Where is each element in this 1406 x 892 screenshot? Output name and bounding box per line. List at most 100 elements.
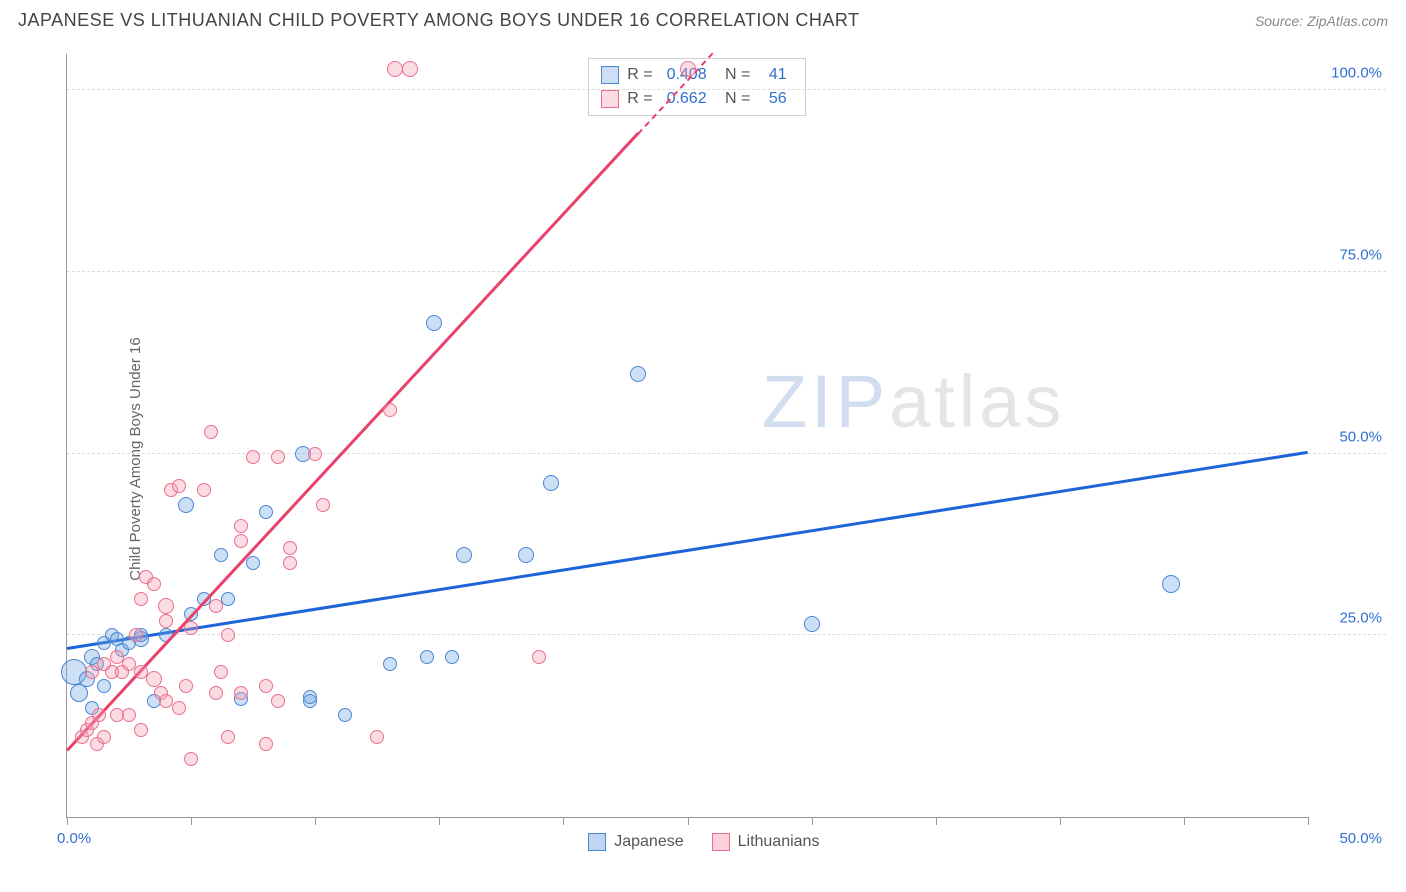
data-point — [204, 425, 218, 439]
x-tick — [1308, 817, 1309, 825]
gridline — [67, 453, 1386, 454]
data-point — [97, 679, 111, 693]
data-point — [308, 447, 322, 461]
data-point — [680, 61, 696, 77]
legend-row: R = 0.662 N = 56 — [601, 87, 792, 111]
data-point — [97, 730, 111, 744]
data-point — [214, 665, 228, 679]
trend-line — [66, 132, 639, 751]
data-point — [92, 708, 106, 722]
data-point — [804, 616, 820, 632]
x-tick — [1060, 817, 1061, 825]
data-point — [221, 628, 235, 642]
data-point — [184, 752, 198, 766]
x-tick — [812, 817, 813, 825]
data-point — [122, 708, 136, 722]
data-point — [630, 366, 646, 382]
legend-r-label: R = — [627, 63, 652, 87]
data-point — [234, 519, 248, 533]
data-point — [518, 547, 534, 563]
data-point — [370, 730, 384, 744]
data-point — [387, 61, 403, 77]
legend-r-value: 0.662 — [667, 87, 707, 111]
data-point — [246, 556, 260, 570]
legend-label: Japanese — [614, 833, 683, 851]
legend-item: Japanese — [588, 833, 683, 851]
data-point — [179, 679, 193, 693]
data-point — [259, 679, 273, 693]
data-point — [383, 403, 397, 417]
data-point — [214, 548, 228, 562]
legend-n-value: 56 — [764, 87, 786, 111]
data-point — [456, 547, 472, 563]
y-tick-label: 100.0% — [1331, 65, 1382, 82]
data-point — [172, 701, 186, 715]
legend-n-label: N = — [721, 87, 751, 111]
data-point — [172, 479, 186, 493]
data-point — [184, 621, 198, 635]
data-point — [426, 315, 442, 331]
data-point — [283, 541, 297, 555]
data-point — [1162, 575, 1180, 593]
data-point — [259, 737, 273, 751]
data-point — [134, 723, 148, 737]
y-tick-label: 50.0% — [1339, 428, 1382, 445]
data-point — [543, 475, 559, 491]
x-tick — [439, 817, 440, 825]
data-point — [147, 577, 161, 591]
legend-swatch — [712, 833, 730, 851]
data-point — [402, 61, 418, 77]
data-point — [146, 671, 162, 687]
data-point — [532, 650, 546, 664]
data-point — [209, 599, 223, 613]
x-tick — [191, 817, 192, 825]
data-point — [259, 505, 273, 519]
x-tick — [315, 817, 316, 825]
data-point — [221, 730, 235, 744]
y-tick-label: 75.0% — [1339, 247, 1382, 264]
x-tick — [67, 817, 68, 825]
data-point — [383, 657, 397, 671]
legend-r-label: R = — [627, 87, 652, 111]
legend-n-label: N = — [721, 63, 751, 87]
data-point — [420, 650, 434, 664]
gridline — [67, 89, 1386, 90]
data-point — [338, 708, 352, 722]
x-axis-min-label: 0.0% — [57, 830, 91, 847]
chart-container: Child Poverty Among Boys Under 16 ZIPatl… — [20, 44, 1388, 874]
chart-title: JAPANESE VS LITHUANIAN CHILD POVERTY AMO… — [18, 10, 860, 31]
data-point — [271, 450, 285, 464]
legend-n-value: 41 — [764, 63, 786, 87]
gridline — [67, 271, 1386, 272]
data-point — [159, 614, 173, 628]
data-point — [445, 650, 459, 664]
data-point — [316, 498, 330, 512]
x-tick — [936, 817, 937, 825]
data-point — [234, 534, 248, 548]
x-tick — [688, 817, 689, 825]
watermark: ZIPatlas — [762, 359, 1065, 444]
plot-area: ZIPatlas R =0.408 N = 41R =0.662 N = 56 … — [66, 54, 1308, 818]
data-point — [271, 694, 285, 708]
x-tick — [1184, 817, 1185, 825]
y-tick-label: 25.0% — [1339, 610, 1382, 627]
data-point — [129, 628, 143, 642]
data-point — [197, 483, 211, 497]
data-point — [283, 556, 297, 570]
data-point — [234, 686, 248, 700]
data-point — [246, 450, 260, 464]
data-point — [221, 592, 235, 606]
data-point — [158, 598, 174, 614]
legend-swatch — [601, 90, 619, 108]
legend-label: Lithuanians — [738, 833, 820, 851]
x-tick — [563, 817, 564, 825]
correlation-legend: R =0.408 N = 41R =0.662 N = 56 — [588, 58, 805, 116]
data-point — [209, 686, 223, 700]
legend-swatch — [588, 833, 606, 851]
series-legend: Japanese Lithuanians — [588, 833, 819, 851]
data-point — [178, 497, 194, 513]
gridline — [67, 634, 1386, 635]
legend-swatch — [601, 66, 619, 84]
legend-item: Lithuanians — [712, 833, 820, 851]
data-point — [303, 690, 317, 704]
